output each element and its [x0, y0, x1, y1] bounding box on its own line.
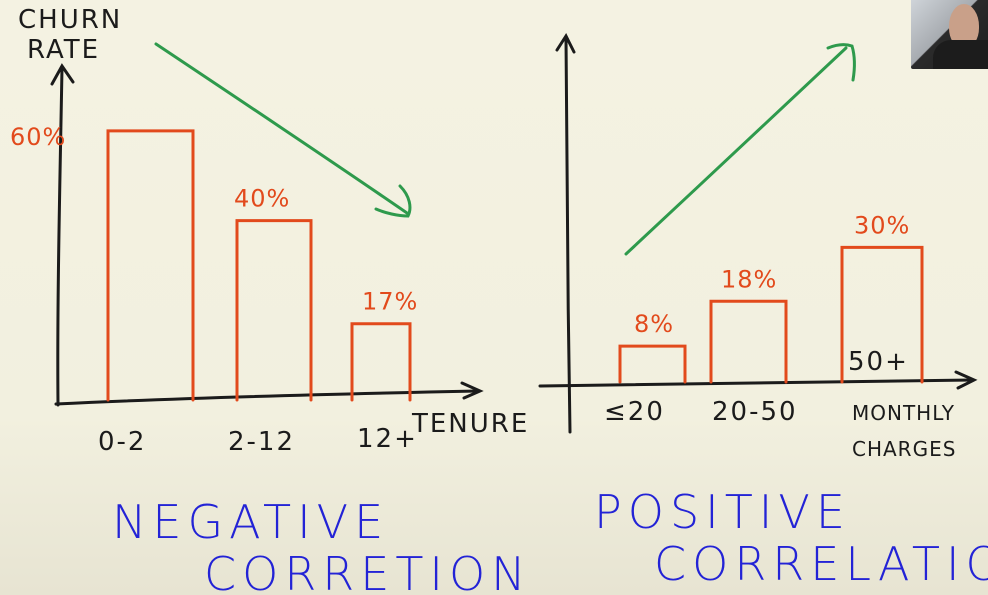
- presenter-webcam-icon: [911, 0, 988, 69]
- right-caption-line1: POSITIVE: [594, 485, 851, 539]
- left-tick-1: 2-12: [228, 427, 295, 457]
- left-data-label-0: 60%: [10, 123, 66, 151]
- right-caption-line2: CORRELATION: [654, 537, 988, 591]
- left-bars: 60% 40% 17%: [10, 123, 418, 402]
- right-y-arrowhead: [555, 32, 576, 54]
- right-bar-1: [709, 299, 788, 384]
- right-trend-arrow: [624, 46, 848, 256]
- left-data-label-2: 17%: [362, 288, 418, 316]
- left-x-axis: [54, 389, 480, 406]
- right-trend-arrowhead: [826, 43, 856, 82]
- right-y-axis: [564, 36, 572, 434]
- left-trend-arrow: [154, 42, 409, 215]
- trend-arrows: [154, 42, 856, 256]
- right-data-label-1: 18%: [721, 265, 777, 293]
- left-ylabel-line2: RATE: [27, 35, 100, 65]
- left-tick-2: 12+: [357, 424, 418, 454]
- left-data-label-1: 40%: [234, 185, 290, 213]
- right-xlabel-line2: CHARGES: [852, 437, 956, 461]
- right-x-arrowhead: [954, 370, 978, 390]
- right-xlabel-line1: MONTHLY: [852, 401, 955, 425]
- left-trend-arrowhead: [374, 184, 412, 218]
- right-bars: 8% 18% 30%: [618, 211, 924, 384]
- left-caption-line2: CORRETION: [204, 547, 532, 595]
- right-tick-1: 20-50: [712, 397, 798, 427]
- left-tick-0: 0-2: [98, 427, 146, 457]
- right-data-label-2: 30%: [854, 211, 910, 239]
- right-axes: [538, 32, 978, 434]
- right-bar-0: [618, 344, 687, 384]
- left-y-axis: [56, 66, 64, 407]
- left-y-arrowhead: [50, 63, 75, 86]
- left-bar-1: [235, 219, 313, 402]
- left-bar-2: [350, 322, 412, 402]
- right-bar-2: [840, 245, 924, 384]
- right-tick-0: ≤20: [604, 397, 665, 427]
- right-data-label-0: 8%: [634, 310, 674, 338]
- left-x-arrowhead: [460, 381, 484, 400]
- left-caption-line1: NEGATIVE: [112, 495, 389, 549]
- presenter-shirt: [933, 40, 988, 69]
- right-x-axis: [538, 378, 974, 388]
- left-axes: [50, 63, 484, 407]
- left-xlabel: TENURE: [411, 409, 529, 439]
- right-tick-2: 50+: [848, 347, 909, 377]
- left-ylabel-line1: CHURN: [18, 5, 122, 35]
- left-bar-0: [106, 129, 195, 402]
